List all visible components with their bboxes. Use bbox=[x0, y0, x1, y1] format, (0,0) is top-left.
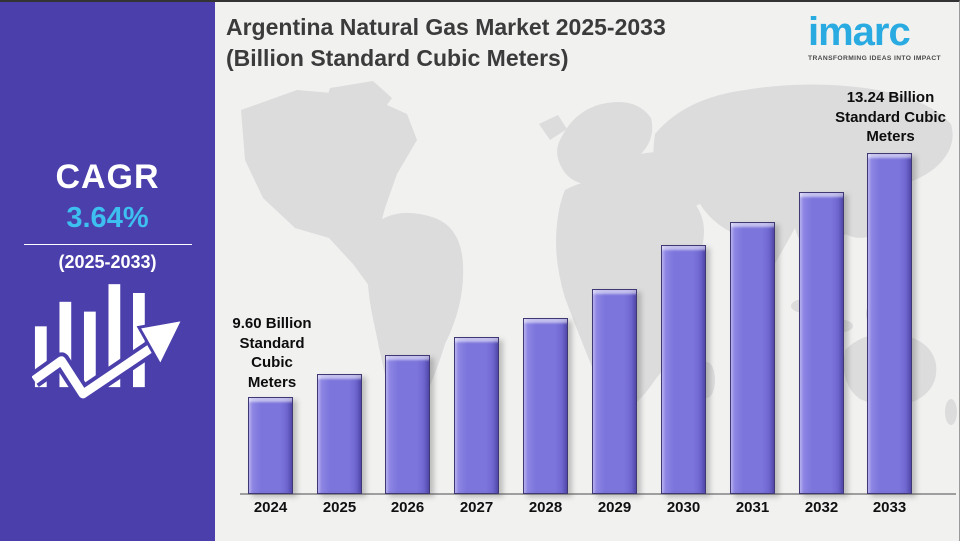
bar-2029 bbox=[592, 289, 637, 494]
title-line-1: Argentina Natural Gas Market 2025-2033 bbox=[226, 14, 666, 40]
bar-chart: 9.60 Billion Standard Cubic Meters 13.24 Bi… bbox=[215, 2, 959, 541]
bar-2025 bbox=[317, 374, 362, 494]
x-axis-label-2027: 2027 bbox=[459, 499, 494, 516]
x-axis-label-2033: 2033 bbox=[872, 499, 907, 516]
bar-2031 bbox=[730, 222, 775, 494]
bar-annotation-2024: 9.60 Billion Standard Cubic Meters bbox=[232, 315, 312, 391]
chart-area: Argentina Natural Gas Market 2025-2033 (… bbox=[215, 2, 959, 541]
x-axis-label-2030: 2030 bbox=[666, 499, 701, 516]
x-axis-label-2028: 2028 bbox=[528, 499, 563, 516]
bar-annotation-2033: 13.24 Billion Standard Cubic Meters bbox=[835, 89, 946, 145]
bar-2026 bbox=[385, 355, 430, 494]
bar-chart-trend-arrow-icon bbox=[32, 284, 184, 402]
title-line-2: (Billion Standard Cubic Meters) bbox=[226, 45, 569, 71]
cagr-block: CAGR 3.64% (2025-2033) bbox=[0, 158, 215, 273]
x-axis-line bbox=[240, 493, 956, 495]
cagr-period: (2025-2033) bbox=[58, 252, 157, 272]
bar-2028 bbox=[523, 318, 568, 494]
bar-2032 bbox=[799, 192, 844, 494]
x-axis-label-2031: 2031 bbox=[735, 499, 770, 516]
imarc-logo: imarc TRANSFORMING IDEAS INTO IMPACT bbox=[808, 10, 942, 62]
cagr-value: 3.64% bbox=[66, 202, 149, 234]
imarc-logo-tagline: TRANSFORMING IDEAS INTO IMPACT bbox=[808, 55, 942, 62]
x-axis-label-2029: 2029 bbox=[597, 499, 632, 516]
bar-2030 bbox=[661, 245, 706, 494]
imarc-logo-wordmark: imarc bbox=[808, 10, 911, 54]
cagr-sidebar: CAGR 3.64% (2025-2033) bbox=[0, 2, 215, 541]
page-title: Argentina Natural Gas Market 2025-2033 (… bbox=[226, 12, 846, 74]
x-axis-label-2032: 2032 bbox=[804, 499, 839, 516]
bar-2027 bbox=[454, 337, 499, 494]
divider bbox=[23, 244, 192, 245]
cagr-label: CAGR bbox=[55, 158, 160, 196]
x-axis-label-2026: 2026 bbox=[390, 499, 425, 516]
bar-2024 bbox=[248, 397, 293, 494]
x-axis-label-2025: 2025 bbox=[322, 499, 357, 516]
bar-2033 bbox=[867, 153, 912, 494]
x-axis-label-2024: 2024 bbox=[253, 499, 288, 516]
